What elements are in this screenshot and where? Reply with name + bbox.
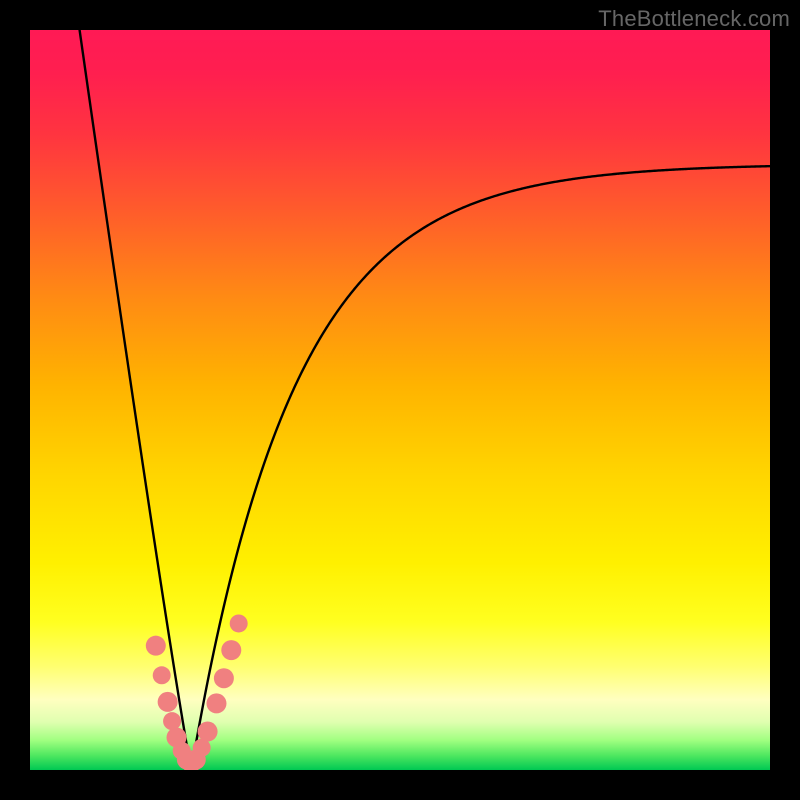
bottleneck-chart (30, 30, 770, 770)
marker-dot (230, 614, 248, 632)
marker-dot (163, 712, 181, 730)
watermark-text: TheBottleneck.com (598, 6, 790, 32)
marker-dot (206, 693, 226, 713)
marker-dot (221, 640, 241, 660)
chart-container: { "watermark": { "text": "TheBottleneck.… (0, 0, 800, 800)
marker-dot (214, 668, 234, 688)
marker-dot (198, 722, 218, 742)
marker-dot (153, 666, 171, 684)
marker-dot (158, 692, 178, 712)
marker-dot (146, 636, 166, 656)
gradient-background (30, 30, 770, 770)
